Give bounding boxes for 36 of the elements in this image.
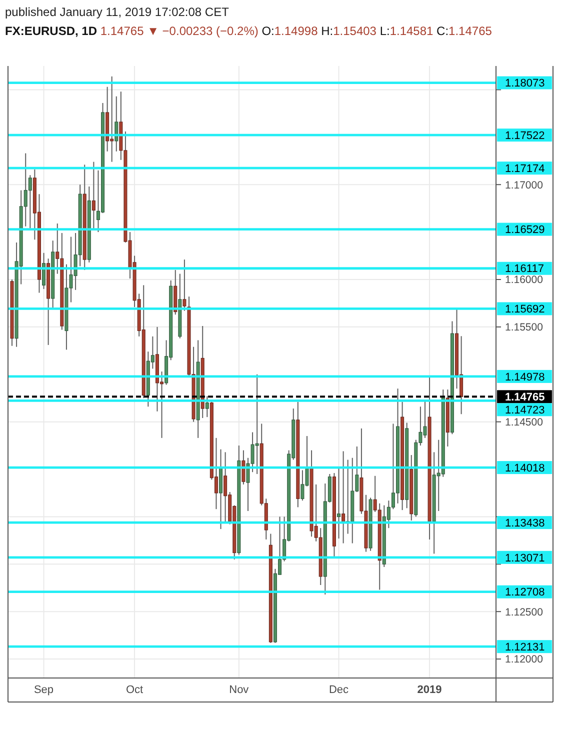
ref-line-label: 1.16529 <box>505 224 545 236</box>
candlestick <box>337 468 341 540</box>
ref-line-label: 1.18073 <box>505 78 545 90</box>
x-tick-label: Sep <box>34 684 54 696</box>
y-tick-label: 1.12500 <box>505 606 544 618</box>
y-tick-label: 1.16000 <box>505 274 544 286</box>
candlestick <box>224 452 228 523</box>
candlestick <box>114 96 118 152</box>
candlestick <box>182 259 186 312</box>
text: FX:EURUSD, 1D 1.14765 ▼ −0.00233 (−0.2%) O:1.14998 H:1.15403 L:1.14581 C:1.14765 <box>5 24 492 38</box>
ref-line-label: 1.14723 <box>505 404 545 417</box>
y-tick-label: 1.15500 <box>505 322 544 334</box>
x-tick-label: Oct <box>126 684 144 696</box>
x-tick-label: Nov <box>229 684 250 696</box>
ref-line-label: 1.14765 <box>505 392 545 404</box>
ref-line-label: 1.16117 <box>505 263 544 276</box>
ref-line-label: 1.13071 <box>505 552 545 564</box>
chart-title: published January 11, 2019 17:02:08 CET <box>5 5 230 19</box>
ref-line-label: 1.12131 <box>505 641 545 654</box>
ref-line-label: 1.14978 <box>505 371 545 384</box>
ref-line-label: 1.12708 <box>505 586 545 599</box>
y-tick-label: 1.14500 <box>505 416 544 428</box>
x-tick-label: Dec <box>328 684 350 696</box>
ref-line-label: 1.15692 <box>505 304 545 316</box>
ref-line-label: 1.13438 <box>505 517 545 530</box>
x-tick-label: 2019 <box>417 684 442 696</box>
candlestick <box>92 161 96 231</box>
y-tick-label: 1.17000 <box>505 179 544 192</box>
y-tick-label: 1.12000 <box>505 654 544 666</box>
ref-line-label: 1.17522 <box>505 130 545 142</box>
ref-line-label: 1.14018 <box>505 462 545 474</box>
ref-line-label: 1.17174 <box>505 162 545 175</box>
candlestick <box>255 374 259 474</box>
candlestick <box>205 396 209 418</box>
candlestick <box>242 450 246 485</box>
candlestick <box>28 174 32 229</box>
